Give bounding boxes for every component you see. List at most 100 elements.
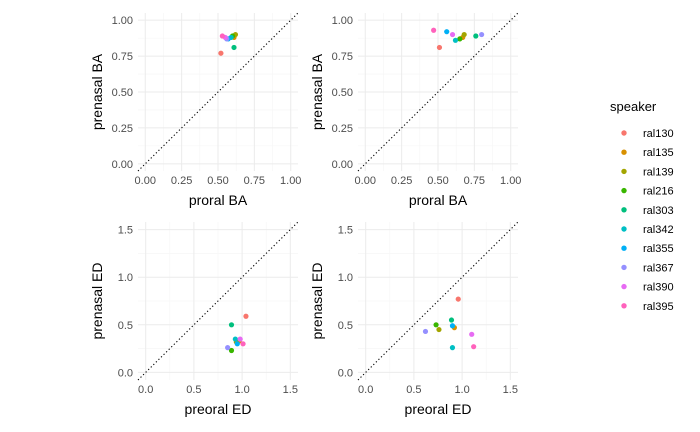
y-tick-label: 0.5 <box>118 320 133 332</box>
x-axis-title: preoral ED <box>185 401 252 417</box>
x-axis-title: preoral ED <box>405 401 472 417</box>
legend-label-ral216: ral216 <box>643 186 674 198</box>
x-tick-label: 0.75 <box>244 175 265 187</box>
x-axis-title: proral BA <box>189 192 248 208</box>
point-ral367 <box>422 328 429 335</box>
y-tick-label: 0.75 <box>112 51 133 63</box>
legend-label-ral303: ral303 <box>643 205 674 217</box>
x-tick-label: 0.50 <box>207 175 228 187</box>
y-tick-label: 1.5 <box>118 225 133 237</box>
legend-label-ral342: ral342 <box>643 224 674 236</box>
y-tick-label: 1.0 <box>118 272 133 284</box>
x-tick-label: 0.0 <box>138 384 153 396</box>
y-tick-label: 1.5 <box>338 225 353 237</box>
point-ral390 <box>449 31 456 38</box>
panel-3: 0.0 0.0 0.5 0.5 1.0 1.0 1.5 1.5 preoral ED prenas… <box>89 221 299 417</box>
identity-line <box>137 221 299 381</box>
point-ral303 <box>228 322 235 328</box>
y-tick-label: 1.00 <box>112 15 133 27</box>
identity-line <box>357 12 519 172</box>
legend-key-ral342 <box>621 226 627 232</box>
point-ral139 <box>461 31 467 38</box>
legend-key-ral303 <box>621 207 627 213</box>
y-tick-label: 0.0 <box>338 367 353 379</box>
x-tick-label: 0.25 <box>391 175 412 187</box>
point-ral367 <box>479 31 485 38</box>
point-ral130 <box>436 44 443 51</box>
point-ral395 <box>431 27 437 33</box>
identity-line <box>357 221 519 381</box>
y-tick-label: 0.50 <box>332 87 353 99</box>
legend-key-ral135 <box>621 149 627 155</box>
x-tick-label: 0.5 <box>186 384 201 396</box>
y-tick-label: 0.00 <box>332 159 353 171</box>
y-tick-label: 1.0 <box>338 272 353 284</box>
legend-label-ral395: ral395 <box>643 301 674 313</box>
legend-label-ral355: ral355 <box>643 243 674 255</box>
point-ral303 <box>231 44 237 51</box>
point-ral355 <box>444 29 450 35</box>
point-ral139 <box>436 326 442 333</box>
point-ral130 <box>218 50 224 56</box>
point-ral367 <box>225 345 231 351</box>
point-ral303 <box>448 317 455 323</box>
legend: speaker ral130 ral135 ral139 ral216 ral303 ral… <box>610 99 674 313</box>
x-tick-label: 0.00 <box>355 175 376 187</box>
legend-key-ral139 <box>621 168 627 175</box>
y-tick-label: 0.5 <box>338 320 353 332</box>
identity-line <box>137 12 299 172</box>
point-ral216 <box>457 36 463 42</box>
y-axis-title: prenasal BA <box>89 53 105 130</box>
x-tick-label: 0.50 <box>427 175 448 187</box>
x-tick-label: 0.75 <box>464 175 485 187</box>
y-tick-label: 0.75 <box>332 51 353 63</box>
y-axis-title: prenasal ED <box>89 262 105 339</box>
x-tick-label: 1.0 <box>234 384 249 396</box>
x-tick-label: 0.5 <box>406 384 421 396</box>
point-ral342 <box>452 37 459 43</box>
y-tick-label: 0.00 <box>112 159 133 171</box>
point-ral355 <box>234 341 240 347</box>
panel-4: 0.0 0.0 0.5 0.5 1.0 1.0 1.5 1.5 preoral ED prenas… <box>309 221 519 417</box>
legend-label-ral135: ral135 <box>643 147 674 159</box>
y-tick-label: 1.00 <box>332 15 353 27</box>
x-tick-label: 1.00 <box>280 175 301 187</box>
legend-key-ral390 <box>621 283 627 290</box>
point-ral216 <box>228 347 235 354</box>
y-tick-label: 0.25 <box>332 123 353 135</box>
point-ral390 <box>237 336 243 342</box>
legend-key-ral355 <box>621 245 627 251</box>
y-axis-title: prenasal ED <box>309 262 325 339</box>
y-tick-label: 0.25 <box>112 123 133 135</box>
legend-key-ral367 <box>621 264 627 271</box>
legend-label-ral130: ral130 <box>643 128 674 140</box>
y-tick-label: 0.50 <box>112 87 133 99</box>
x-axis-title: proral BA <box>409 192 468 208</box>
panel-1: 0.000.00 0.25 0.25 0.50 0.50 0.75 0.75 1.00 1.00… <box>89 12 301 208</box>
x-tick-label: 0.25 <box>171 175 192 187</box>
point-ral395 <box>471 344 477 350</box>
point-ral342 <box>232 336 238 342</box>
x-tick-label: 0.0 <box>358 384 373 396</box>
legend-key-ral216 <box>621 187 627 194</box>
y-axis-title: prenasal BA <box>309 53 325 130</box>
point-ral342 <box>449 345 456 351</box>
point-ral395 <box>219 33 225 39</box>
panel-2: 0.000.00 0.25 0.25 0.50 0.50 0.75 0.75 1.00 1.00… <box>309 12 521 208</box>
y-tick-label: 0.0 <box>118 367 133 379</box>
point-ral216 <box>433 322 439 328</box>
legend-label-ral390: ral390 <box>643 282 674 294</box>
x-tick-label: 1.00 <box>500 175 521 187</box>
legend-title: speaker <box>610 99 657 114</box>
legend-label-ral367: ral367 <box>643 262 674 274</box>
x-tick-label: 0.00 <box>135 175 156 187</box>
point-ral130 <box>243 313 249 319</box>
point-ral303 <box>473 33 479 39</box>
x-tick-label: 1.0 <box>454 384 469 396</box>
point-ral130 <box>455 296 461 302</box>
point-ral395 <box>240 341 246 347</box>
legend-key-ral395 <box>621 303 627 309</box>
point-ral355 <box>449 323 456 329</box>
legend-key-ral130 <box>621 130 627 136</box>
